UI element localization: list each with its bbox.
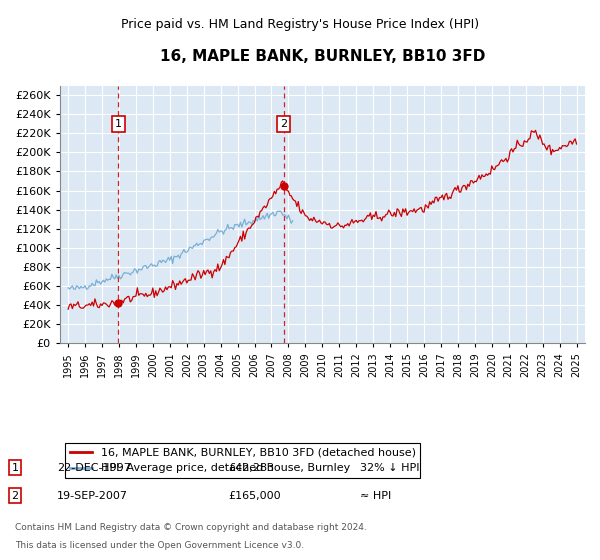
Text: 1: 1 [11, 463, 19, 473]
Text: 22-DEC-1997: 22-DEC-1997 [57, 463, 131, 473]
Text: £42,283: £42,283 [228, 463, 274, 473]
Text: 19-SEP-2007: 19-SEP-2007 [57, 491, 128, 501]
Text: 32% ↓ HPI: 32% ↓ HPI [360, 463, 419, 473]
Legend: 16, MAPLE BANK, BURNLEY, BB10 3FD (detached house), HPI: Average price, detached: 16, MAPLE BANK, BURNLEY, BB10 3FD (detac… [65, 444, 420, 478]
Text: 2: 2 [280, 119, 287, 129]
Text: Contains HM Land Registry data © Crown copyright and database right 2024.: Contains HM Land Registry data © Crown c… [15, 523, 367, 532]
Title: 16, MAPLE BANK, BURNLEY, BB10 3FD: 16, MAPLE BANK, BURNLEY, BB10 3FD [160, 49, 485, 64]
Text: ≈ HPI: ≈ HPI [360, 491, 391, 501]
Text: 1: 1 [115, 119, 122, 129]
Text: 2: 2 [11, 491, 19, 501]
Text: This data is licensed under the Open Government Licence v3.0.: This data is licensed under the Open Gov… [15, 541, 304, 550]
Text: Price paid vs. HM Land Registry's House Price Index (HPI): Price paid vs. HM Land Registry's House … [121, 18, 479, 31]
Text: £165,000: £165,000 [228, 491, 281, 501]
